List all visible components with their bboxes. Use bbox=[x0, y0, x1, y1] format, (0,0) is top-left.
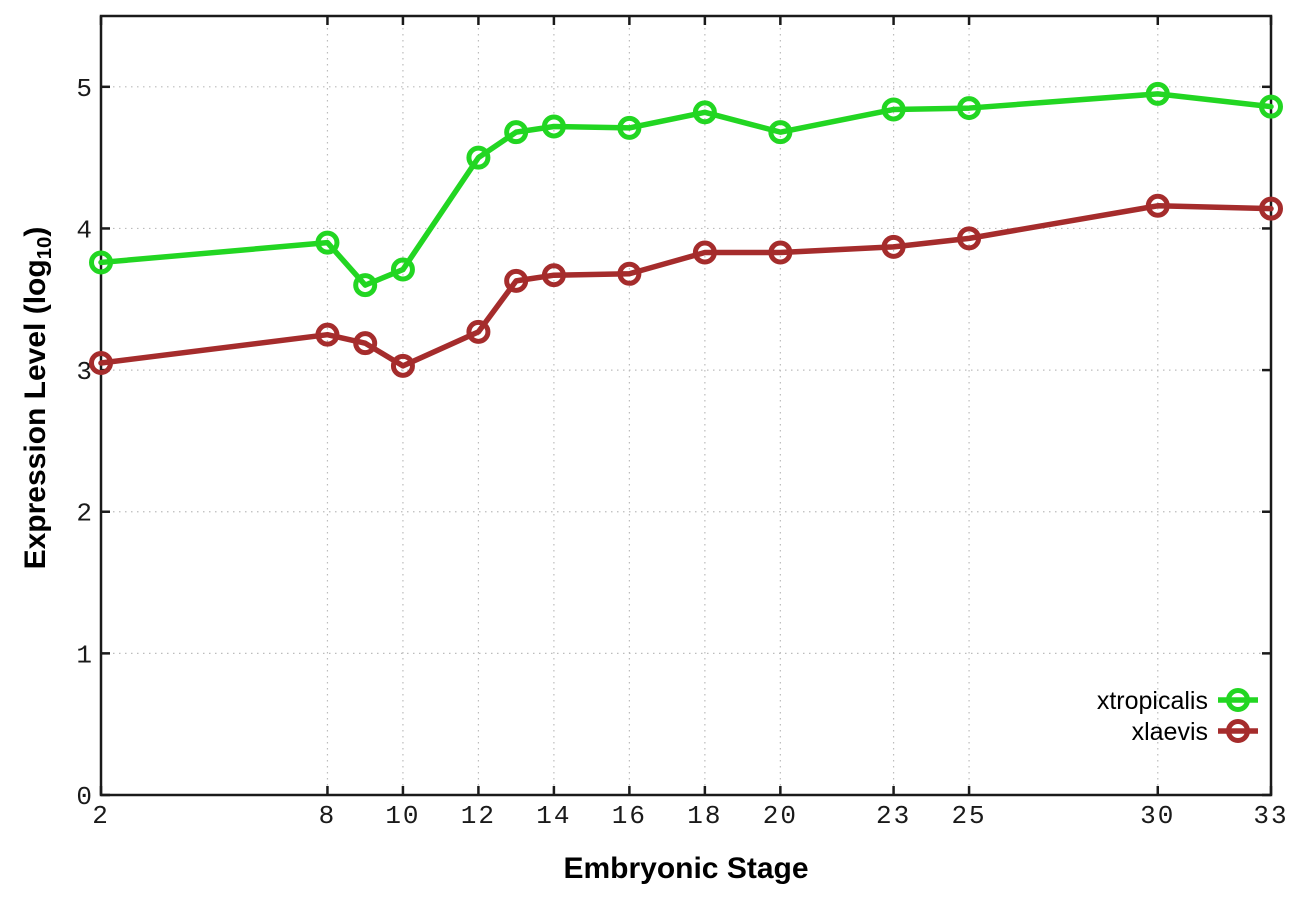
data-point-xlaevis bbox=[768, 240, 793, 265]
y-tick-label: 5 bbox=[76, 74, 92, 104]
x-tick-label: 8 bbox=[319, 801, 337, 831]
data-point-xlaevis bbox=[466, 319, 491, 344]
x-tick-label: 23 bbox=[876, 801, 911, 831]
y-tick-label: 2 bbox=[76, 499, 92, 529]
data-point-xtropicalis bbox=[541, 114, 566, 139]
y-tick-label: 4 bbox=[76, 215, 92, 245]
data-point-xtropicalis bbox=[1145, 81, 1170, 106]
data-point-xlaevis bbox=[315, 322, 340, 347]
data-point-xlaevis bbox=[504, 268, 529, 293]
x-axis-title: Embryonic Stage bbox=[563, 852, 809, 885]
x-tick-label: 14 bbox=[536, 801, 571, 831]
data-point-xlaevis bbox=[881, 234, 906, 259]
legend-sample-marker-xtropicalis bbox=[1226, 688, 1250, 712]
data-point-xlaevis bbox=[390, 353, 415, 378]
x-tick-label: 10 bbox=[385, 801, 420, 831]
y-tick-label: 0 bbox=[76, 782, 92, 812]
data-point-xtropicalis bbox=[504, 120, 529, 145]
y-tick-label: 3 bbox=[76, 357, 92, 387]
y-axis-title: Expression Level (log10) bbox=[19, 227, 57, 570]
data-point-xtropicalis bbox=[692, 100, 717, 125]
data-point-xtropicalis bbox=[768, 120, 793, 145]
data-point-xtropicalis bbox=[315, 230, 340, 255]
data-point-xlaevis bbox=[1259, 196, 1283, 221]
x-tick-label: 30 bbox=[1140, 801, 1175, 831]
series-line-xtropicalis bbox=[98, 91, 1274, 288]
y-axis-title-close: ) bbox=[19, 226, 53, 237]
y-tick-label: 1 bbox=[76, 640, 92, 670]
legend-label-xlaevis: xlaevis bbox=[1132, 718, 1208, 746]
data-point-xlaevis bbox=[617, 261, 642, 286]
data-point-xlaevis bbox=[692, 240, 717, 265]
data-point-xtropicalis bbox=[1259, 94, 1283, 119]
y-axis-title-text: Expression Level (log bbox=[19, 259, 53, 570]
legend-label-xtropicalis: xtropicalis bbox=[1097, 687, 1208, 715]
x-tick-label: 33 bbox=[1253, 801, 1288, 831]
data-point-xtropicalis bbox=[353, 273, 378, 298]
data-point-xlaevis bbox=[1145, 193, 1170, 218]
data-point-xtropicalis bbox=[466, 145, 491, 170]
data-point-xtropicalis bbox=[89, 250, 113, 275]
data-point-xlaevis bbox=[957, 226, 982, 251]
data-point-xtropicalis bbox=[881, 97, 906, 122]
data-point-xlaevis bbox=[541, 263, 566, 288]
x-tick-label: 16 bbox=[612, 801, 647, 831]
data-point-xtropicalis bbox=[957, 96, 982, 121]
data-point-xlaevis bbox=[89, 351, 113, 376]
x-tick-label: 25 bbox=[951, 801, 986, 831]
x-tick-label: 2 bbox=[92, 801, 110, 831]
x-tick-label: 12 bbox=[461, 801, 496, 831]
plot-frame bbox=[99, 14, 1273, 797]
data-point-xtropicalis bbox=[617, 115, 642, 140]
data-point-xlaevis bbox=[353, 331, 378, 356]
data-point-xtropicalis bbox=[390, 257, 415, 282]
x-tick-label: 20 bbox=[763, 801, 798, 831]
x-tick-label: 18 bbox=[687, 801, 722, 831]
legend-sample-marker-xlaevis bbox=[1226, 719, 1250, 743]
y-axis-title-subscript: 10 bbox=[33, 236, 56, 260]
